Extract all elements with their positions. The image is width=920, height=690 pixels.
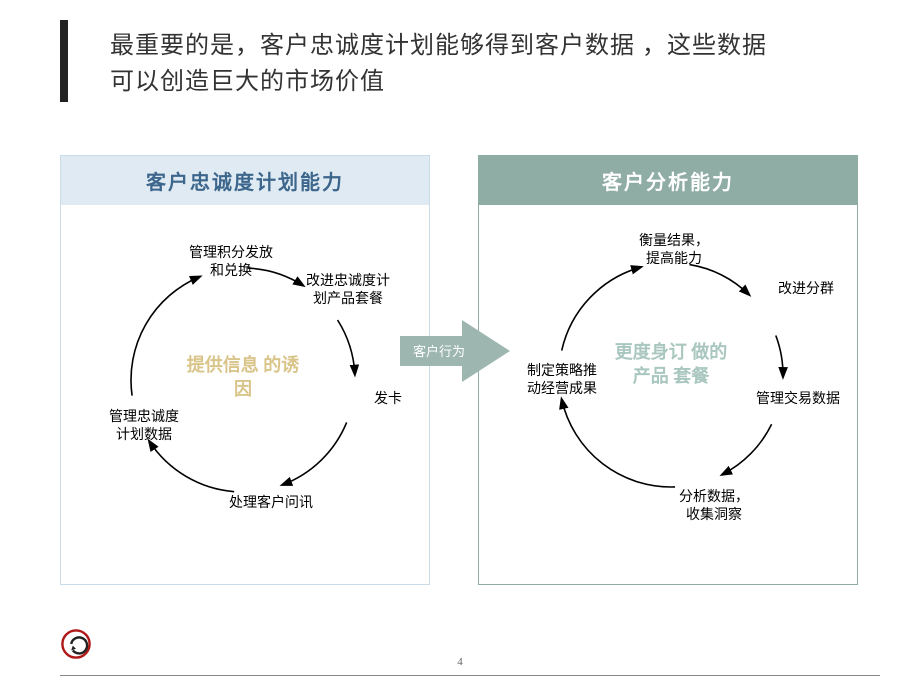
cycle-node-label: 管理交易数据 xyxy=(743,391,853,409)
cycle-node-label: 改进忠诚度计 划产品套餐 xyxy=(293,273,403,309)
page-number: 4 xyxy=(0,656,920,668)
cycle-node-label: 处理客户问讯 xyxy=(216,495,326,513)
title-accent-bar xyxy=(60,20,68,102)
cycle-arrow-segment xyxy=(562,267,641,350)
cycle-arrow-segment xyxy=(690,265,749,295)
left-panel-body: 提供信息 的诱因 管理积分发放 和兑换改进忠诚度计 划产品套餐发卡处理客户问讯管… xyxy=(61,205,429,585)
cycle-arrow-segment xyxy=(338,320,355,374)
cycle-node-label: 制定策略推 动经营成果 xyxy=(507,363,617,399)
left-panel: 客户忠诚度计划能力 提供信息 的诱因 管理积分发放 和兑换改进忠诚度计 划产品套… xyxy=(60,155,430,585)
cycle-arrow-segment xyxy=(149,441,234,491)
left-panel-header: 客户忠诚度计划能力 xyxy=(61,156,429,205)
cycle-node-label: 分析数据， 收集洞察 xyxy=(659,489,769,525)
cycle-node-label: 管理积分发放 和兑换 xyxy=(176,245,286,281)
bridge-label: 客户行为 xyxy=(413,341,465,360)
right-panel-body: 更度身订 做的产品 套餐 衡量结果， 提高能力改进分群管理交易数据分析数据， 收… xyxy=(479,205,857,585)
cycle-node-label: 衡量结果， 提高能力 xyxy=(619,233,729,269)
right-panel: 客户分析能力 更度身订 做的产品 套餐 衡量结果， 提高能力改进分群管理交易数据… xyxy=(478,155,858,585)
cycle-node-label: 发卡 xyxy=(333,391,443,409)
right-center-text: 更度身订 做的产品 套餐 xyxy=(611,340,731,388)
page-title: 最重要的是，客户忠诚度计划能够得到客户数据 ，这些数据可以创造巨大的市场价值 xyxy=(110,28,790,100)
cycle-arrow-segment xyxy=(283,422,347,484)
cycle-arrow-segment xyxy=(562,399,675,487)
cycle-arrow-segment xyxy=(776,335,783,376)
cycle-arrow-segment xyxy=(722,424,771,474)
bottom-divider xyxy=(60,675,880,676)
cycle-node-label: 管理忠诚度 计划数据 xyxy=(89,409,199,445)
cycle-node-label: 改进分群 xyxy=(751,281,861,299)
left-center-text: 提供信息 的诱因 xyxy=(183,353,303,401)
right-panel-header: 客户分析能力 xyxy=(479,156,857,205)
